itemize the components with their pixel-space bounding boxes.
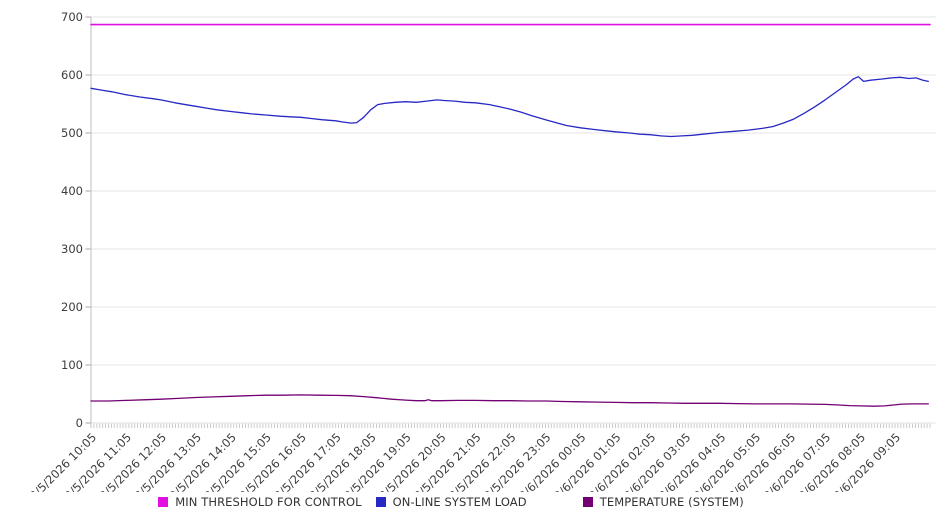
y-tick-label: 200 [61, 300, 83, 314]
legend-label-temperature-system: TEMPERATURE (SYSTEM) [599, 495, 744, 509]
y-tick-label: 700 [61, 10, 83, 24]
legend-item-min-threshold: MIN THRESHOLD FOR CONTROL [158, 495, 362, 509]
legend-item-online-system-load: ON-LINE SYSTEM LOAD [375, 495, 527, 509]
chart-legend: MIN THRESHOLD FOR CONTROL ON-LINE SYSTEM… [0, 495, 924, 509]
y-tick-label: 100 [61, 358, 83, 372]
y-tick-label: 300 [61, 242, 83, 256]
legend-item-temperature-system: TEMPERATURE (SYSTEM) [582, 495, 744, 509]
series-line-1 [90, 76, 929, 138]
legend-label-min-threshold: MIN THRESHOLD FOR CONTROL [175, 495, 362, 509]
legend-swatch-min-threshold [158, 497, 169, 507]
legend-label-online-system-load: ON-LINE SYSTEM LOAD [392, 495, 527, 509]
legend-swatch-temperature-system [582, 497, 593, 507]
series-line-2 [90, 394, 929, 407]
y-tick-label: 400 [61, 184, 83, 198]
y-tick-label: 600 [61, 68, 83, 82]
y-tick-label: 500 [61, 126, 83, 140]
y-tick-label: 0 [76, 416, 83, 430]
legend-swatch-online-system-load [375, 497, 386, 507]
